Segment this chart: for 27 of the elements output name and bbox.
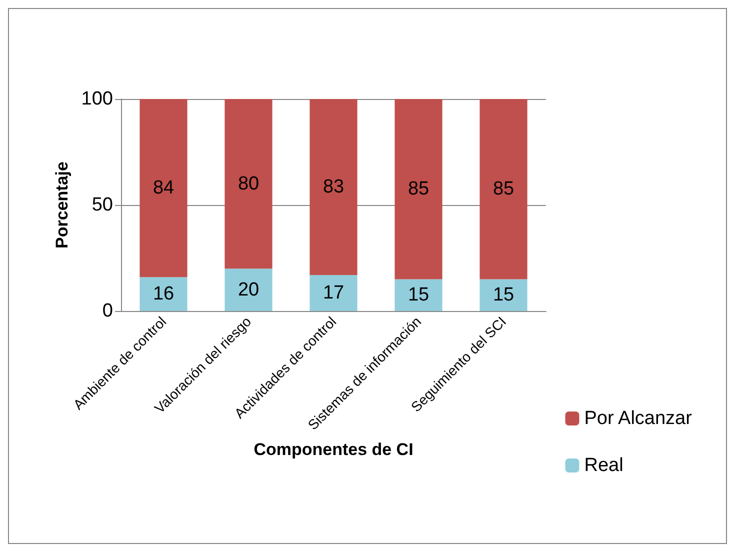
bar [394,99,442,280]
bar [480,279,528,311]
data-label: 80 [238,173,260,194]
data-label: 83 [322,176,344,198]
data-label: 16 [152,284,174,305]
data-label: 15 [492,284,514,306]
bar [140,99,188,278]
bar [224,99,272,269]
bar [224,268,272,311]
bar [310,99,358,275]
data-label: 85 [492,178,514,200]
bar [310,274,358,311]
data-label: 20 [238,279,260,300]
legend-label: Real [584,455,624,476]
y-tick-label: 0 [102,300,113,322]
bar [480,99,528,280]
x-axis-title: Componentes de CI [254,440,414,459]
y-axis-title: Porcentaje [52,162,72,248]
data-label: 84 [152,178,174,199]
data-label: 15 [408,284,430,306]
y-tick-label: 50 [92,194,113,216]
y-tick-label: 100 [81,88,113,110]
bar [140,277,188,311]
data-label: 17 [322,282,344,304]
bar [394,279,442,311]
data-label: 85 [408,178,430,200]
legend-label: Por Alcanzar [584,408,693,429]
